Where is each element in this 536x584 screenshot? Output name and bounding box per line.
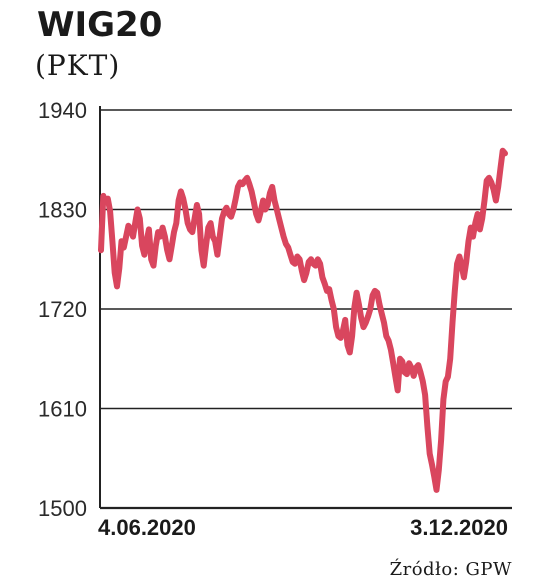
source-note: Źródło: GPW [390,557,512,580]
y-tick-label-1940: 1940 [38,98,87,123]
grid [100,109,512,510]
y-tick-label-1720: 1720 [38,297,87,322]
x-tick-label-start: 4.06.2020 [98,515,196,540]
chart-subtitle: (PKT) [35,49,120,82]
chart-title: WIG20 [37,5,162,45]
series-layer [98,147,508,493]
series-line-wig20 [98,147,508,493]
y-tick-label-1610: 1610 [38,397,87,422]
y-tick-labels: 1500 1610 1720 1830 1940 [38,98,87,521]
y-tick-label-1500: 1500 [38,496,87,521]
x-tick-label-end: 3.12.2020 [410,515,508,540]
y-tick-label-1830: 1830 [38,198,87,223]
